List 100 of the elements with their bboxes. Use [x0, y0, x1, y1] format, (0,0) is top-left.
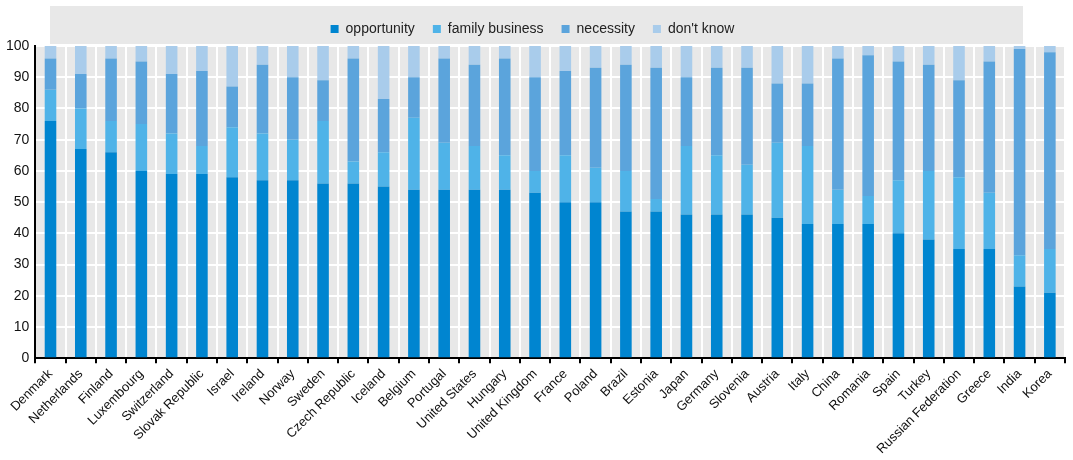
y-tick-label: 20	[13, 286, 30, 303]
bar	[135, 170, 148, 358]
bar	[771, 46, 784, 84]
bar	[862, 223, 874, 358]
bar	[1013, 46, 1026, 50]
legend-label: necessity	[576, 19, 635, 36]
bar	[983, 46, 996, 62]
bar	[377, 186, 390, 358]
bar	[650, 211, 662, 358]
bar	[498, 155, 511, 190]
bar	[801, 145, 814, 224]
bar	[620, 170, 632, 212]
bar	[498, 46, 511, 59]
bar	[468, 46, 481, 65]
y-tick-label: 60	[13, 161, 30, 178]
bar	[529, 46, 541, 78]
bar	[832, 223, 844, 358]
bar	[710, 155, 723, 215]
bar	[408, 189, 420, 358]
bar	[256, 64, 269, 134]
bar	[408, 117, 420, 190]
bar	[559, 202, 572, 358]
bar	[74, 149, 87, 358]
bar	[680, 145, 693, 215]
bar	[256, 133, 269, 181]
bar	[529, 170, 541, 193]
bar	[892, 61, 905, 181]
bar	[650, 46, 662, 68]
bar	[559, 70, 572, 156]
bar	[377, 152, 390, 187]
y-tick-label: 0	[21, 349, 30, 366]
bar	[741, 164, 753, 215]
bar	[620, 46, 632, 65]
bar	[135, 124, 148, 171]
bar	[347, 183, 360, 358]
bar	[196, 70, 208, 146]
bar	[650, 67, 662, 200]
bar	[226, 86, 238, 128]
bar	[922, 239, 935, 358]
bar	[892, 233, 905, 358]
bar	[953, 46, 965, 81]
bar	[832, 58, 844, 190]
bar	[832, 46, 844, 59]
bar	[317, 120, 329, 184]
bar	[377, 99, 390, 153]
bar	[771, 142, 784, 218]
bar	[771, 217, 784, 358]
y-tick-label: 10	[13, 317, 30, 334]
bar	[983, 248, 996, 358]
bar	[589, 46, 602, 68]
bar	[710, 214, 723, 358]
bar	[589, 67, 602, 168]
bar	[135, 61, 148, 125]
bar	[710, 67, 723, 156]
bar	[529, 77, 541, 171]
bar	[468, 145, 481, 190]
bar	[408, 77, 420, 118]
bar	[468, 64, 481, 146]
bar	[1044, 52, 1056, 249]
bar	[589, 202, 602, 358]
bar	[317, 183, 329, 358]
bar	[438, 46, 450, 59]
legend-label: don't know	[667, 19, 736, 36]
bar	[862, 46, 874, 56]
bar	[256, 46, 269, 65]
bar	[922, 170, 935, 240]
bar	[953, 177, 965, 249]
bar	[226, 127, 238, 178]
bar	[286, 46, 299, 78]
bar	[589, 167, 602, 203]
bar	[286, 77, 299, 140]
bar	[226, 177, 238, 358]
bar	[286, 139, 299, 181]
bar	[196, 46, 208, 71]
bar	[922, 46, 935, 65]
bar	[44, 58, 57, 90]
bar	[741, 46, 753, 68]
legend-label: opportunity	[345, 19, 415, 36]
y-tick-label: 30	[13, 255, 30, 272]
bar	[438, 142, 450, 190]
bar	[801, 46, 814, 84]
bar	[317, 80, 329, 121]
bar	[44, 89, 57, 121]
bar	[832, 189, 844, 224]
bar	[1013, 286, 1026, 358]
bar	[741, 67, 753, 165]
bar	[165, 133, 178, 175]
bar	[377, 46, 390, 100]
bar	[135, 46, 148, 62]
bar	[498, 58, 511, 156]
bar	[226, 46, 238, 87]
y-tick-label: 50	[13, 192, 30, 209]
bar	[74, 74, 87, 109]
bar	[710, 46, 723, 68]
bar	[165, 174, 178, 358]
bar	[862, 195, 874, 224]
bar	[1044, 292, 1056, 358]
bar	[408, 46, 420, 78]
bar	[196, 174, 208, 358]
bar	[256, 180, 269, 358]
